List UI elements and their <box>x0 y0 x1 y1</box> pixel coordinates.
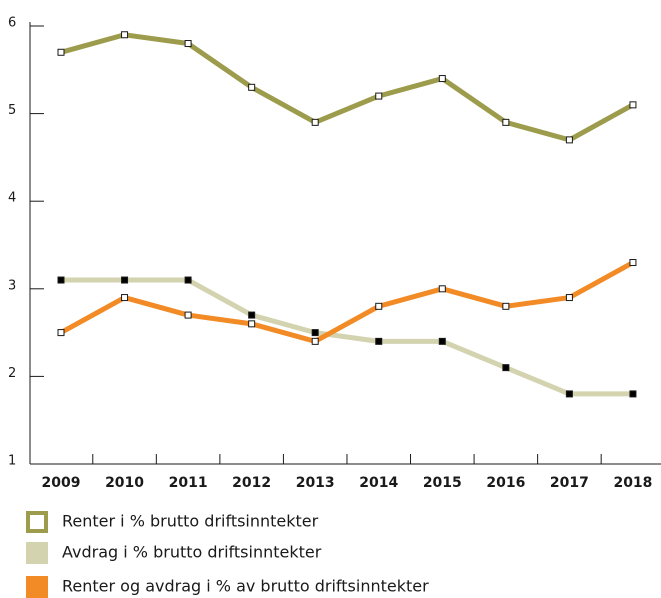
x-tick-label: 2009 <box>42 475 81 491</box>
point-marker <box>629 390 637 398</box>
legend-label: Renter i % brutto driftsinntekter <box>62 512 319 531</box>
point-marker <box>311 329 319 337</box>
legend-swatch <box>26 576 48 598</box>
legend-label: Renter og avdrag i % av brutto driftsinn… <box>62 577 429 596</box>
point-marker <box>629 101 637 109</box>
legend-swatch <box>26 511 48 533</box>
point-marker <box>375 302 383 310</box>
x-tick-label: 2016 <box>486 475 525 491</box>
point-marker <box>375 92 383 100</box>
x-tick-label: 2010 <box>105 475 144 491</box>
y-tick-label: 4 <box>8 191 16 206</box>
x-tick-label: 2017 <box>550 475 589 491</box>
series-line <box>59 260 635 344</box>
point-marker <box>184 311 192 319</box>
point-marker <box>629 259 637 267</box>
point-marker <box>311 118 319 126</box>
point-marker <box>438 337 446 345</box>
legend-swatch <box>26 542 48 564</box>
x-tick-label: 2012 <box>232 475 271 491</box>
x-tick-label: 2013 <box>296 475 335 491</box>
point-marker <box>565 390 573 398</box>
point-marker <box>502 302 510 310</box>
point-marker <box>57 48 65 56</box>
point-marker <box>121 31 129 39</box>
series-line <box>60 32 635 143</box>
x-tick-label: 2011 <box>169 475 208 491</box>
point-marker <box>375 337 383 345</box>
series-line <box>61 277 633 397</box>
x-tick-label: 2014 <box>359 475 398 491</box>
point-marker <box>565 136 573 144</box>
point-marker <box>121 294 129 302</box>
point-marker <box>565 294 573 302</box>
point-marker <box>184 40 192 48</box>
point-marker <box>57 276 65 284</box>
y-tick-label: 6 <box>8 16 16 31</box>
y-tick-label: 3 <box>8 278 16 293</box>
x-tick-label: 2015 <box>423 475 462 491</box>
legend-label: Avdrag i % brutto driftsinntekter <box>62 543 322 562</box>
point-marker <box>248 311 256 319</box>
y-tick-label: 2 <box>8 366 16 381</box>
point-marker <box>248 320 256 328</box>
point-marker <box>502 118 510 126</box>
point-marker <box>57 329 65 337</box>
point-marker <box>121 276 129 284</box>
y-tick-label: 5 <box>8 103 16 118</box>
point-marker <box>184 276 192 284</box>
y-tick-label: 1 <box>8 454 16 469</box>
point-marker <box>502 364 510 372</box>
point-marker <box>438 285 446 293</box>
x-tick-label: 2018 <box>613 475 652 491</box>
point-marker <box>311 337 319 345</box>
point-marker <box>248 83 256 91</box>
point-marker <box>438 75 446 83</box>
